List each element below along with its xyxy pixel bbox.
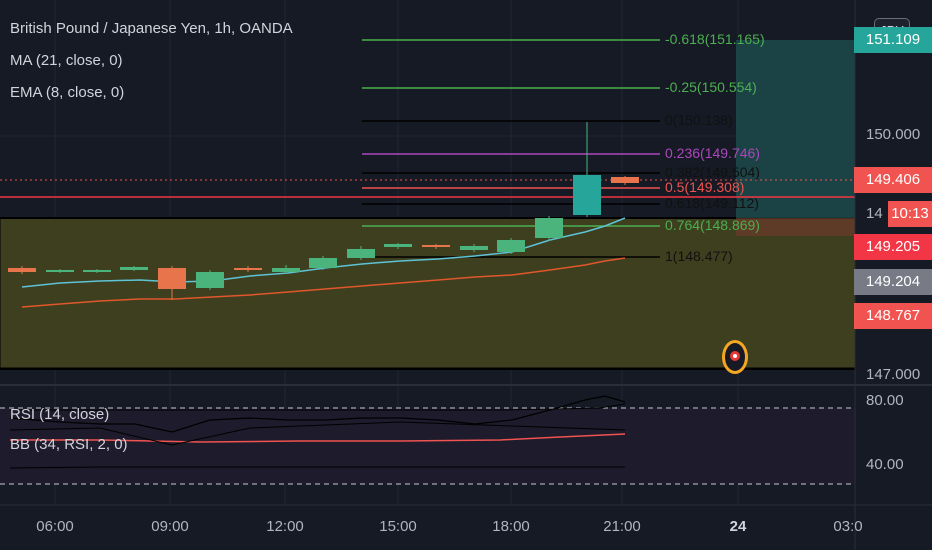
- stop-price-tag: 148.767: [854, 303, 932, 329]
- time-axis-label: 06:00: [36, 518, 74, 535]
- rsi-axis-label: 40.00: [866, 456, 904, 473]
- candle-body: [497, 240, 525, 252]
- time-axis-label: 15:00: [379, 518, 417, 535]
- current-price-tag: 149.205: [854, 234, 932, 260]
- rsi-legend[interactable]: RSI (14, close): [10, 406, 110, 423]
- countdown-tag: 10:13: [888, 201, 932, 227]
- candle-body: [83, 270, 111, 272]
- candlesticks[interactable]: [8, 122, 639, 300]
- symbol-title[interactable]: British Pound / Japanese Yen, 1h, OANDA: [10, 20, 293, 37]
- last-price-tag: 149.406: [854, 167, 932, 193]
- candle-body: [347, 249, 375, 258]
- position-stop-box[interactable]: [736, 218, 855, 236]
- fib-level-label: 0.764(148.869): [665, 217, 760, 233]
- fib-level-label: 1(148.477): [665, 248, 733, 264]
- target-dot-icon: [730, 351, 740, 361]
- time-axis-label: 03:0: [833, 518, 863, 535]
- fib-level-label: 0.618(149.112): [665, 195, 759, 211]
- bb-basis-line: [10, 433, 626, 443]
- alert-marker-icon[interactable]: [722, 340, 748, 374]
- fib-level-label: 0.5(149.308): [665, 179, 745, 195]
- candle-body: [8, 268, 36, 272]
- candle-body: [460, 246, 488, 250]
- candle-body: [573, 175, 601, 215]
- candle-body: [46, 270, 74, 272]
- price-axis-partial-label: 14: [866, 205, 883, 222]
- rsi-line: [9, 395, 626, 433]
- candle-body: [384, 244, 412, 247]
- ma-line: [21, 217, 626, 288]
- fib-level-label: 0.382(149.504): [665, 164, 760, 180]
- price-axis-label: 150.000: [866, 126, 921, 143]
- time-axis-day-label: 24: [729, 518, 747, 535]
- rsi-lower-trace: [9, 421, 626, 446]
- candle-body: [309, 258, 337, 268]
- time-axis-label: 18:00: [492, 518, 530, 535]
- time-axis-label: 21:00: [603, 518, 641, 535]
- price-axis-label: 147.000: [866, 366, 921, 383]
- candle-body: [120, 267, 148, 270]
- time-axis-label: 09:00: [151, 518, 189, 535]
- position-target-box[interactable]: [736, 40, 855, 218]
- time-axis-label: 12:00: [266, 518, 304, 535]
- candle-body: [422, 245, 450, 247]
- ema-legend[interactable]: EMA (8, close, 0): [10, 84, 125, 101]
- rsi-axis-label: 80.00: [866, 392, 904, 409]
- fib-level-label: -0.25(150.554): [665, 79, 757, 95]
- candle-body: [611, 177, 639, 183]
- fib-level-label: -0.618(151.165): [665, 31, 765, 47]
- crosshair-price-tag: 149.204: [854, 269, 932, 295]
- candle-body: [272, 268, 300, 272]
- rsi-band: [0, 408, 855, 484]
- target-price-tag: 151.109: [854, 27, 932, 53]
- fib-level-label: 0.236(149.746): [665, 145, 760, 161]
- fib-retracement[interactable]: [362, 39, 660, 258]
- bb-legend[interactable]: BB (34, RSI, 2, 0): [10, 436, 128, 453]
- fib-level-label: 0(150.138): [665, 112, 733, 128]
- candle-body: [234, 268, 262, 270]
- candle-body: [535, 218, 563, 238]
- candle-body: [196, 272, 224, 288]
- ma-legend[interactable]: MA (21, close, 0): [10, 52, 123, 69]
- ema-line: [21, 257, 626, 308]
- bb-lower-line: [9, 466, 625, 469]
- bb-upper-line: [10, 403, 626, 411]
- candle-body: [158, 268, 186, 289]
